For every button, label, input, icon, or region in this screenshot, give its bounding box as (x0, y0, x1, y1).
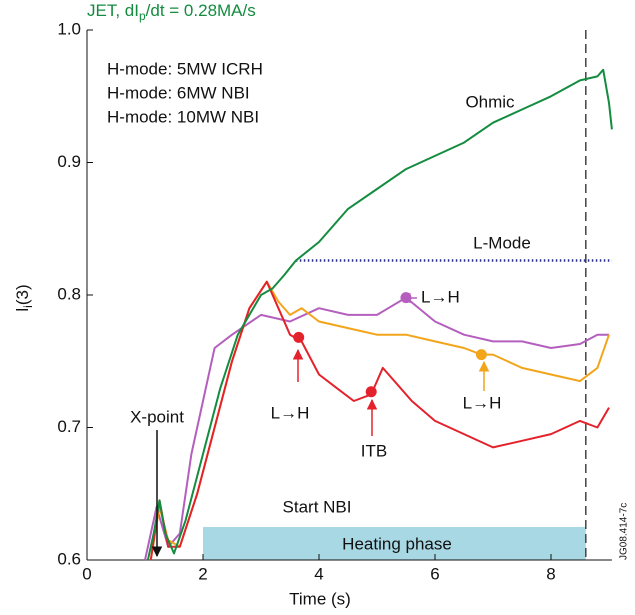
y-tick-label: 1.0 (57, 19, 81, 38)
event-marker (475, 349, 487, 361)
figure-id: JG08.414-7c (619, 503, 630, 560)
y-tick-label: 0.7 (57, 417, 81, 436)
annotation: Ohmic (465, 92, 515, 111)
x-tick-label: 8 (546, 564, 555, 583)
annotation: ITB (361, 441, 387, 460)
y-tick-label: 0.9 (57, 152, 81, 171)
annotation: Start NBI (283, 497, 352, 516)
series-line (144, 296, 609, 561)
title-part: p (139, 9, 146, 23)
x-tick-label: 0 (82, 564, 91, 583)
y-tick-label: 0.8 (57, 284, 81, 303)
legend-entry: H-mode: 6MW NBI (107, 83, 250, 102)
y-axis-label: li(3) (13, 284, 35, 311)
legend-entry: H-mode: 5MW ICRH (107, 59, 263, 78)
heating-phase-label: Heating phase (342, 534, 452, 553)
series-line (149, 280, 610, 561)
title-part: /dt = 0.28MA/s (146, 1, 256, 20)
x-tick-label: 6 (430, 564, 439, 583)
x-axis-label: Time (s) (289, 589, 351, 608)
x-tick-label: 4 (314, 564, 323, 583)
legend-entry: H-mode: 10MW NBI (107, 107, 259, 126)
annotation: L→H (271, 403, 310, 422)
x-tick-label: 2 (198, 564, 207, 583)
chart-title: JET, dIp/dt = 0.28MA/s (87, 1, 256, 23)
y-label-part: i (21, 305, 35, 308)
annotation: X-point (130, 407, 184, 426)
y-label-part: l (13, 308, 32, 312)
heating-phase-bar (203, 527, 586, 560)
series-line (149, 280, 610, 561)
event-marker (293, 331, 305, 343)
series-line (146, 68, 613, 561)
annotation: L→H (463, 393, 502, 412)
event-marker (365, 386, 377, 398)
title-part: JET, dI (87, 1, 139, 20)
y-tick-label: 0.6 (57, 549, 81, 568)
annotation: L→H (421, 287, 460, 306)
y-label-part: (3) (13, 284, 32, 305)
l-mode-label: L-Mode (473, 233, 531, 252)
